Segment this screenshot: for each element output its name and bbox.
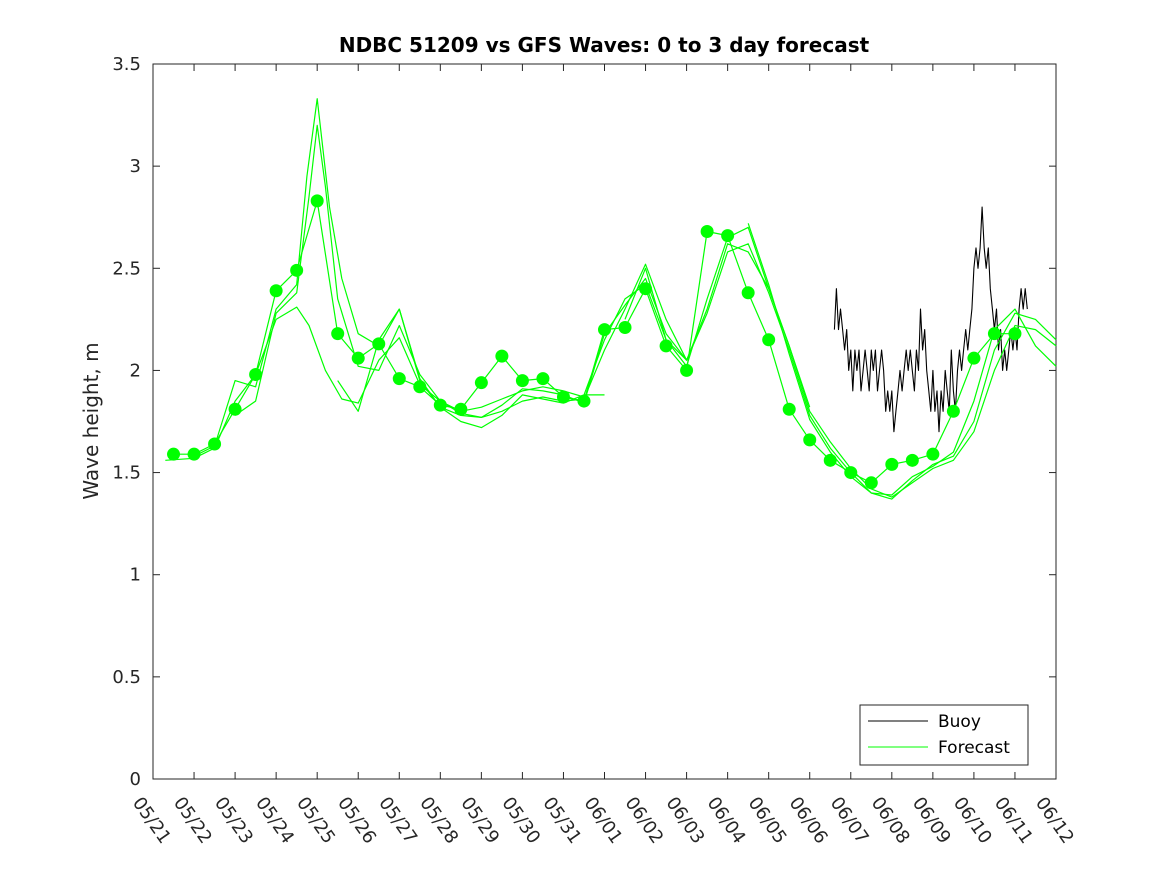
forecast-line-4 [234, 124, 688, 418]
forecast-point [680, 363, 694, 377]
y-tick-label: 1.5 [112, 463, 141, 484]
legend-box [859, 704, 1029, 766]
legend: Buoy Forecast [859, 704, 1029, 766]
forecast-point [290, 263, 304, 277]
forecast-point [823, 453, 837, 467]
forecast-line-3 [193, 98, 605, 457]
y-tick-label: 3 [130, 156, 141, 177]
forecast-point [474, 376, 488, 390]
legend-forecast-label: Forecast [938, 738, 1010, 758]
series-layer [165, 98, 1057, 500]
forecast-point [987, 327, 1001, 341]
forecast-point [905, 453, 919, 467]
forecast-point [1008, 327, 1022, 341]
forecast-point [803, 433, 817, 447]
forecast-point [331, 327, 345, 341]
forecast-point [536, 372, 550, 386]
plot-area [152, 63, 1057, 780]
forecast-point [515, 374, 529, 388]
buoy-line [833, 206, 1028, 433]
forecast-point [310, 194, 324, 208]
y-axis: 0 0.5 1 1.5 2 2.5 3 3.5 [112, 54, 1056, 790]
y-tick-label: 0.5 [112, 667, 141, 688]
y-axis-label: Wave height, m [79, 342, 103, 499]
forecast-line-7 [624, 243, 1057, 500]
forecast-point [967, 351, 981, 365]
y-tick-label: 2.5 [112, 258, 141, 279]
forecast-point [618, 321, 632, 335]
forecast-line-8 [747, 223, 1057, 496]
forecast-point [269, 284, 283, 298]
y-tick-label: 2 [130, 360, 141, 381]
forecast-point [167, 447, 181, 461]
forecast-line-5 [337, 243, 811, 418]
forecast-point [885, 457, 899, 471]
y-tick-label: 1 [130, 565, 141, 586]
forecast-point [495, 349, 509, 363]
forecast-point [392, 372, 406, 386]
forecast-line-6 [583, 226, 1057, 498]
y-tick-label: 3.5 [112, 54, 141, 75]
forecast-point [864, 476, 878, 490]
legend-buoy-label: Buoy [938, 712, 981, 732]
forecast-point [228, 402, 242, 416]
forecast-point [187, 447, 201, 461]
forecast-point [700, 225, 714, 239]
y-tick-label: 0 [130, 769, 141, 790]
chart-title: NDBC 51209 vs GFS Waves: 0 to 3 day fore… [339, 33, 870, 57]
forecast-point [946, 404, 960, 418]
forecast-point [721, 229, 735, 243]
forecast-point [454, 402, 468, 416]
forecast-line-2 [165, 306, 585, 461]
forecast-point [762, 333, 776, 347]
forecast-point [351, 351, 365, 365]
forecast-point [926, 447, 940, 461]
forecast-point [741, 286, 755, 300]
forecast-point [782, 402, 796, 416]
